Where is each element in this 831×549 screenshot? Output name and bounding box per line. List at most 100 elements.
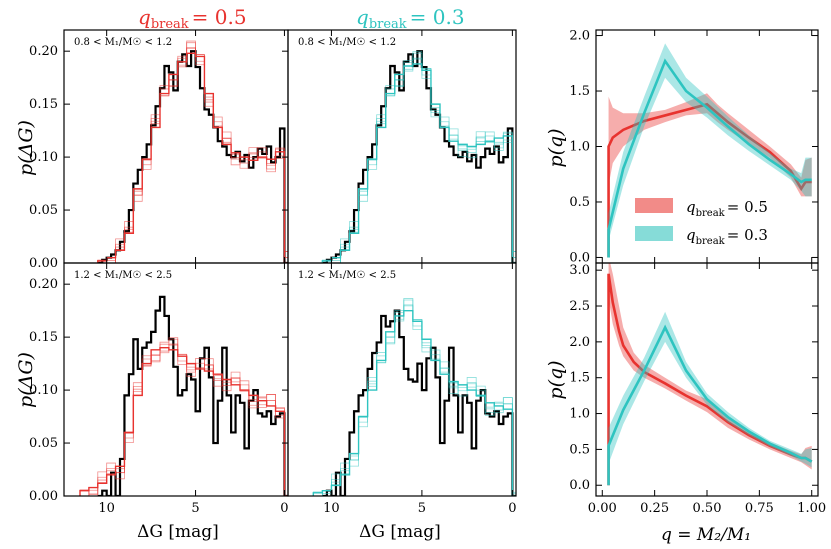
xlabel-middle: ΔG [mag] [359, 522, 441, 542]
ytick-label-bottom-left-1: 0.05 [29, 436, 58, 451]
ytick-label-bottom-right-1: 0.5 [569, 442, 590, 457]
ytick-label-bottom-left-0: 0.00 [29, 489, 58, 504]
frame-bottom-right [595, 262, 819, 497]
bottom-middle-series-1-realization-0 [312, 298, 516, 496]
legend-red-sub: break [696, 208, 726, 219]
panel-bottom-middle: 10 5 0 1.2 < M₁/M☉ < 2.5 [287, 262, 517, 516]
panels: 0.000.050.100.150.200.8 < M₁/M☉ < 1.2 0.8… [29, 29, 826, 516]
col-title-red-val: = 0.5 [192, 5, 247, 29]
ytick-label-bottom-left-3: 0.15 [29, 330, 58, 345]
xtick-label-bottom-right-3: 0.75 [745, 501, 774, 516]
xlabel-left-text: ΔG [mag] [137, 522, 219, 542]
plot-area-bottom-middle [312, 298, 516, 496]
bottom-left-series-0-observed [97, 295, 288, 496]
xtick-label-bottom-right-4: 1.00 [797, 501, 826, 516]
col-title-red: qbreak = 0.5 [138, 5, 247, 32]
plot-area-bottom-right [607, 263, 813, 496]
top-middle-series-1-realization-1 [322, 58, 516, 263]
legend-red-val: = 0.5 [727, 198, 768, 216]
ytick-label-top-right-1: 0.5 [569, 195, 590, 210]
xlabel-right: q = M₂/M₁ [661, 525, 751, 545]
plot-area-top-left [97, 40, 288, 263]
top-right-series-1-band [608, 43, 812, 258]
frame-bottom-left [63, 262, 289, 497]
ytick-label-top-right-0: 0.0 [569, 250, 590, 265]
annotation-top-left: 0.8 < M₁/M☉ < 1.2 [74, 37, 172, 48]
ytick-label-bottom-left-2: 0.10 [29, 383, 58, 398]
panel-bottom-left: 10 5 0 0.00 0.05 0.10 0.15 0.20 1.2 < M₁/M☉ < 2.… [29, 262, 289, 516]
col-title-cyan: qbreak = 0.3 [356, 5, 465, 32]
bottom-middle-series-1-median [312, 309, 516, 496]
bottom-left-series-1-realization-4 [80, 338, 288, 496]
ytick-label-bottom-left-4: 0.20 [29, 277, 58, 292]
ytick-label-top-left-3: 0.15 [29, 97, 58, 112]
legend-cyan-val: = 0.3 [727, 226, 768, 244]
xlabel-middle-text: ΔG [mag] [359, 522, 441, 542]
top-left-series-1-median [97, 52, 288, 263]
frame-bottom-middle [287, 262, 517, 497]
xtick-label-bottom-middle-2: 0 [508, 501, 516, 516]
legend-cyan-sub: break [696, 236, 726, 247]
xtick-label-bottom-middle-0: 10 [323, 501, 340, 516]
xtick-label-bottom-left-1: 5 [191, 501, 199, 516]
xtick-label-bottom-right-0: 0.00 [588, 501, 617, 516]
col-title-cyan-q: q [356, 5, 369, 29]
ytick-label-top-right-3: 1.5 [569, 84, 590, 99]
col-title-red-sub: break [151, 17, 189, 32]
top-right-series-1-line [607, 58, 812, 258]
panel-top-right: 0.0 0.5 1.0 1.5 2.0 [569, 29, 819, 265]
ytick-label-top-right-2: 1.0 [569, 140, 590, 155]
ytick-label-bottom-right-0: 0.0 [569, 478, 590, 493]
ytick-label-top-left-1: 0.05 [29, 203, 58, 218]
plot-area-bottom-left [79, 295, 288, 496]
legend-swatch-cyan [635, 226, 673, 241]
legend-swatch-red [635, 198, 673, 213]
col-title-cyan-sub: break [369, 17, 407, 32]
top-right-series-0-line [607, 102, 812, 258]
xtick-label-bottom-left-2: 0 [280, 501, 288, 516]
legend-cyan-main: q [686, 226, 696, 244]
legend-red-main: q [686, 198, 696, 216]
ytick-label-top-left-0: 0.00 [29, 256, 58, 271]
top-middle-series-1-median [321, 63, 516, 263]
ylabel-top-left: p(ΔG) [15, 120, 37, 176]
xtick-label-bottom-middle-1: 5 [418, 501, 426, 516]
ytick-label-top-right-4: 2.0 [569, 29, 590, 44]
bottom-middle-series-1-realization-4 [313, 299, 516, 496]
plot-area-top-right [607, 30, 812, 263]
annotation-top-middle: 0.8 < M₁/M☉ < 1.2 [298, 37, 396, 48]
bottom-middle-series-1-realization-1 [313, 305, 516, 496]
ytick-label-bottom-right-2: 1.0 [569, 407, 590, 422]
overlap-bottom-right [801, 263, 811, 496]
ytick-label-top-left-4: 0.20 [29, 44, 58, 59]
annotation-bottom-left: 1.2 < M₁/M☉ < 2.5 [74, 270, 172, 281]
bottom-right-series-1-line [607, 324, 813, 486]
bottom-left-series-1-median [79, 347, 288, 496]
ylabel-bottom-right: p(q) [545, 360, 567, 399]
legend-label-red: qbreak = 0.5 [686, 198, 768, 219]
top-left-series-1-realization-4 [97, 42, 288, 263]
panel-top-left: 0.00 0.05 0.10 0.15 0.20 0.8 < M₁/M☉ < 1.2 [29, 29, 289, 271]
legend: qbreak = 0.5 qbreak = 0.3 [635, 198, 768, 247]
ylabel-bottom-left: p(ΔG) [15, 352, 37, 408]
bottom-middle-series-1-realization-3 [312, 304, 516, 496]
xtick-label-bottom-left-0: 10 [98, 501, 115, 516]
ytick-label-bottom-right-6: 3.0 [569, 263, 590, 278]
xtick-label-bottom-right-1: 0.25 [640, 501, 669, 516]
ytick-label-bottom-right-3: 1.5 [569, 371, 590, 386]
overlap-top-right [801, 30, 811, 263]
frame-top-middle [287, 29, 517, 264]
ytick-label-bottom-right-5: 2.5 [569, 299, 590, 314]
xtick-label-bottom-right-2: 0.50 [693, 501, 722, 516]
panel-bottom-right: 0.00 0.25 0.50 0.75 1.00 0.0 0.5 1.0 1.5 2.0 2.5 3.… [569, 262, 826, 516]
ytick-label-bottom-right-4: 2.0 [569, 335, 590, 350]
ytick-label-top-left-2: 0.10 [29, 150, 58, 165]
col-title-cyan-val: = 0.3 [410, 5, 465, 29]
top-middle-series-0-observed [322, 50, 516, 263]
bottom-right-series-1-band [608, 311, 812, 486]
xlabel-left: ΔG [mag] [137, 522, 219, 542]
ylabel-top-right: p(q) [545, 128, 567, 167]
plot-area-top-middle [321, 50, 516, 263]
col-title-red-q: q [138, 5, 151, 29]
